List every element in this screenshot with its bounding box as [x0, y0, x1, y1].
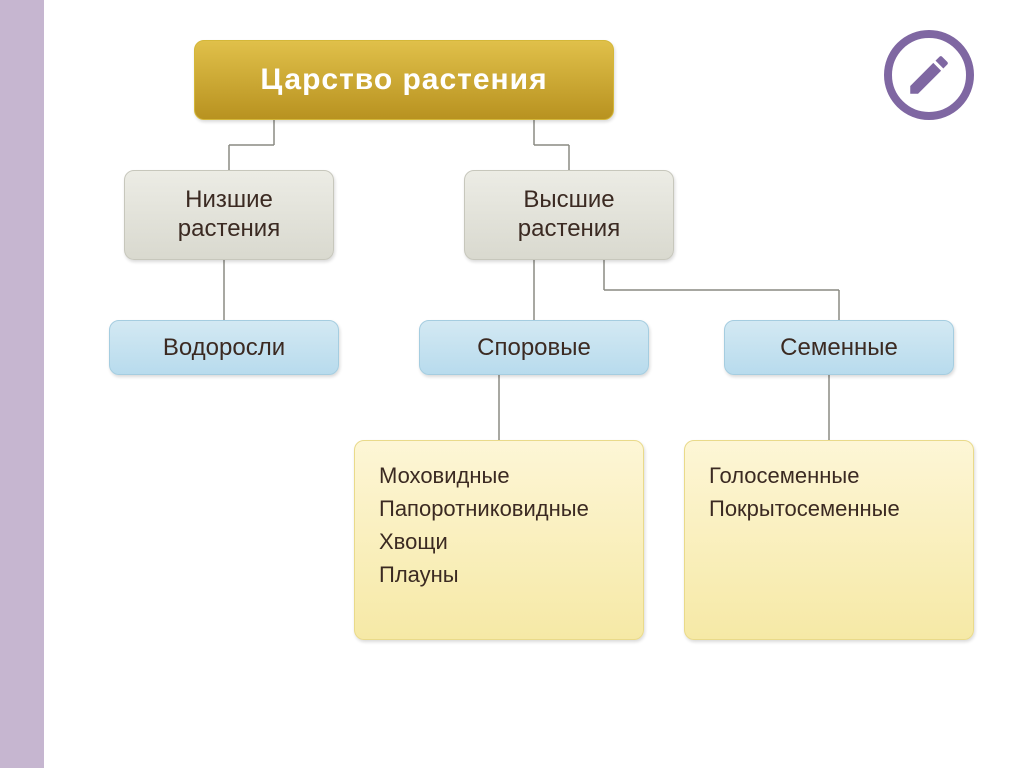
list-item: Моховидные: [379, 459, 510, 492]
list-item: Покрытосеменные: [709, 492, 900, 525]
list-item: Папоротниковидные: [379, 492, 589, 525]
node-label: Царство растения: [260, 63, 547, 97]
node-seed: Семенные: [724, 320, 954, 375]
node-label: Семенные: [780, 334, 898, 362]
node-root: Царство растения: [194, 40, 614, 120]
node-label: Высшиерастения: [518, 186, 620, 244]
node-spore: Споровые: [419, 320, 649, 375]
node-spore-list: Моховидные Папоротниковидные Хвощи Плаун…: [354, 440, 644, 640]
node-seed-list: Голосеменные Покрытосеменные: [684, 440, 974, 640]
node-lower-plants: Низшиерастения: [124, 170, 334, 260]
node-higher-plants: Высшиерастения: [464, 170, 674, 260]
decorative-left-stripe: [0, 0, 44, 768]
list-item: Плауны: [379, 558, 459, 591]
list-item: Хвощи: [379, 525, 448, 558]
node-label: Споровые: [477, 334, 591, 362]
node-algae: Водоросли: [109, 320, 339, 375]
hierarchy-diagram: Царство растения Низшиерастения Высшиера…: [44, 0, 1024, 768]
node-label: Низшиерастения: [178, 186, 280, 244]
node-label: Водоросли: [163, 334, 285, 362]
list-item: Голосеменные: [709, 459, 859, 492]
